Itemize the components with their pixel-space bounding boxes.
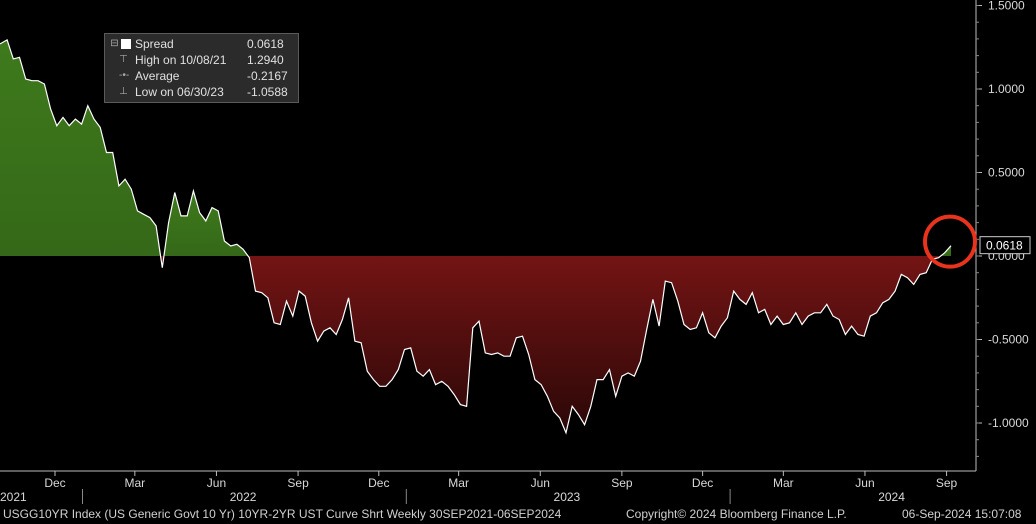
positive-area: [0, 39, 161, 257]
legend-row-low: ⊥ Low on 06/30/23 -1.0588: [105, 84, 298, 100]
y-tick-label: -0.5000: [988, 333, 1029, 347]
legend-row-spread: ⊟ Spread 0.0618: [105, 36, 298, 52]
legend-box: ⊟ Spread 0.0618 ⊤ High on 10/08/21 1.294…: [104, 33, 299, 103]
high-marker-icon: ⊤: [119, 54, 128, 65]
x-tick-label: Sep: [611, 476, 633, 490]
year-label: 2024: [878, 490, 905, 504]
year-label: 2023: [554, 490, 581, 504]
spread-swatch-icon: [121, 39, 131, 49]
x-tick-label: Mar: [125, 476, 146, 490]
x-tick-label: Dec: [44, 476, 65, 490]
footer-copyright: Copyright© 2024 Bloomberg Finance L.P.: [626, 507, 847, 521]
legend-label: Low on 06/30/23: [135, 85, 224, 99]
legend-row-high: ⊤ High on 10/08/21 1.2940: [105, 52, 298, 68]
y-tick-label: 1.0000: [988, 82, 1025, 96]
x-tick-label: Jun: [207, 476, 226, 490]
legend-label: Average: [135, 69, 180, 83]
x-tick-label: Sep: [287, 476, 309, 490]
y-tick-label: -1.0000: [988, 416, 1029, 430]
x-tick-label: Jun: [531, 476, 550, 490]
legend-value: 1.2940: [247, 53, 284, 67]
collapse-icon[interactable]: ⊟: [110, 38, 119, 49]
x-tick-label: Jun: [855, 476, 874, 490]
legend-row-average: -•- Average -0.2167: [105, 68, 298, 84]
footer-timestamp: 06-Sep-2024 15:07:08: [902, 507, 1022, 521]
y-tick-label: 0.5000: [988, 166, 1025, 180]
legend-value: -0.2167: [247, 69, 288, 83]
legend-value: -1.0588: [247, 85, 288, 99]
x-tick-label: Mar: [448, 476, 469, 490]
last-value-label: 0.0618: [986, 239, 1023, 253]
x-tick-label: Dec: [368, 476, 389, 490]
positive-area: [940, 245, 951, 256]
positive-area: [164, 190, 248, 256]
x-tick-label: Sep: [936, 476, 958, 490]
footer-description: USGG10YR Index (US Generic Govt 10 Yr) 1…: [3, 507, 562, 521]
negative-area: [248, 256, 941, 433]
legend-label: High on 10/08/21: [135, 53, 227, 67]
year-label: 2021: [0, 490, 27, 504]
low-marker-icon: ⊥: [119, 86, 128, 97]
spread-line: [0, 39, 952, 435]
x-tick-label: Dec: [692, 476, 713, 490]
last-value-highlight-circle: [923, 214, 977, 269]
x-tick-label: Mar: [773, 476, 794, 490]
average-marker-icon: -•-: [119, 70, 130, 81]
legend-value: 0.0618: [247, 37, 284, 51]
legend-label: Spread: [135, 37, 174, 51]
y-tick-label: 1.5000: [988, 0, 1025, 13]
year-label: 2022: [230, 490, 257, 504]
last-value-box: [979, 236, 1031, 255]
